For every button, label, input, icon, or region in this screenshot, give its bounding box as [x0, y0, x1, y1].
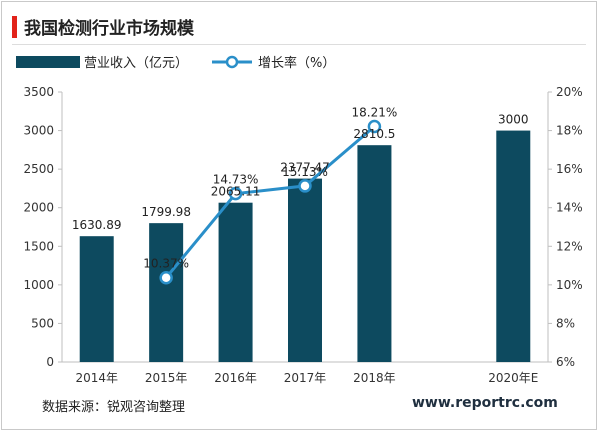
legend-line-marker — [225, 55, 239, 69]
watermark: www.reportrc.com — [412, 395, 558, 411]
growth-value-label: 10.37% — [143, 257, 189, 271]
growth-value-label: 14.73% — [213, 173, 259, 187]
legend-line-label: 增长率（%） — [258, 55, 335, 71]
y-right-tick-label: 16% — [556, 162, 583, 176]
x-tick-label: 2015年 — [145, 371, 188, 385]
bar — [149, 223, 184, 362]
title-accent-bar — [12, 16, 17, 38]
legend-bar-swatch — [16, 56, 80, 68]
y-right-tick-label: 6% — [556, 355, 575, 369]
legend-bar-label: 营业收入（亿元） — [84, 56, 188, 71]
x-tick-label: 2018年 — [353, 371, 396, 385]
growth-value-label: 18.21% — [352, 106, 398, 120]
bar-value-label: 2377.47 — [280, 161, 330, 175]
y-left-tick-label: 3000 — [23, 124, 54, 138]
data-source: 数据来源：锐观咨询整理 — [42, 400, 186, 415]
x-tick-label: 2016年 — [214, 371, 257, 385]
growth-value-label: 15.13% — [282, 165, 328, 179]
bar-value-label: 2810.5 — [353, 127, 395, 141]
bar — [357, 145, 392, 362]
y-right-tick-label: 12% — [556, 239, 583, 253]
y-left-tick-label: 0 — [46, 355, 54, 369]
y-right-tick-label: 18% — [556, 124, 583, 138]
y-right-tick-label: 10% — [556, 278, 583, 292]
x-tick-label: 2017年 — [284, 371, 327, 385]
growth-marker — [298, 179, 312, 193]
bar — [288, 178, 322, 362]
growth-marker — [367, 119, 382, 134]
growth-line — [164, 125, 376, 279]
y-left-tick-label: 2000 — [23, 201, 54, 215]
title-divider — [12, 44, 586, 45]
bar-value-label: 1799.98 — [141, 205, 191, 219]
y-left-tick-label: 3500 — [23, 85, 54, 99]
y-right-tick-label: 20% — [556, 85, 583, 99]
x-tick-label: 2014年 — [75, 371, 118, 385]
y-left-tick-label: 1000 — [23, 278, 54, 292]
y-right-tick-label: 14% — [556, 201, 583, 215]
bar — [79, 236, 114, 362]
bar-value-label: 2065.11 — [211, 185, 261, 199]
growth-marker — [159, 270, 173, 285]
x-tick-label: 2020年E — [488, 371, 538, 385]
chart-title: 我国检测行业市场规模 — [24, 19, 194, 39]
y-left-tick-label: 1500 — [23, 239, 54, 253]
y-left-tick-label: 500 — [31, 316, 54, 330]
bar — [218, 202, 253, 362]
bar — [496, 130, 531, 362]
y-right-tick-label: 8% — [556, 316, 575, 330]
y-left-tick-label: 2500 — [23, 162, 54, 176]
bar-value-label: 1630.89 — [72, 218, 122, 232]
growth-marker — [228, 186, 243, 201]
bar-value-label: 3000 — [498, 113, 529, 127]
